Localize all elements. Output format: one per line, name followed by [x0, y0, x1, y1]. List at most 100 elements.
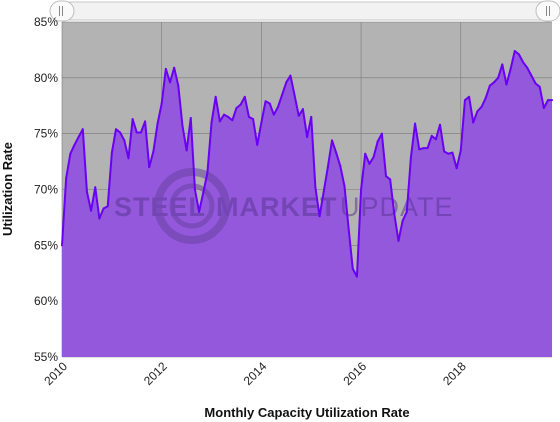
data-point [73, 143, 76, 146]
data-point [501, 63, 504, 66]
data-point [106, 205, 109, 208]
data-point [451, 151, 454, 154]
data-point [405, 210, 408, 213]
data-point [343, 185, 346, 188]
data-point [185, 149, 188, 152]
data-point [318, 215, 321, 218]
data-point [497, 76, 500, 79]
data-point [459, 149, 462, 152]
data-point [177, 84, 180, 87]
data-point [393, 213, 396, 216]
data-point [223, 113, 225, 116]
data-point [368, 162, 371, 165]
data-point [526, 66, 529, 69]
data-point [472, 121, 475, 124]
data-point [85, 190, 88, 193]
data-point [231, 119, 234, 122]
data-point [198, 210, 201, 213]
x-tick-label: 2018 [440, 359, 469, 388]
data-point [148, 166, 151, 169]
data-point [414, 122, 417, 125]
data-point [463, 99, 466, 102]
y-tick-label: 70% [34, 183, 58, 197]
data-point [169, 81, 172, 84]
data-point [422, 147, 425, 150]
data-point [164, 67, 167, 70]
data-point [206, 171, 209, 174]
data-point [301, 108, 304, 111]
data-point [227, 115, 230, 118]
data-point [401, 219, 404, 222]
data-point [530, 74, 533, 77]
data-point [276, 105, 279, 108]
data-point [360, 188, 363, 191]
x-tick-label: 2016 [340, 359, 369, 388]
series-points [61, 50, 553, 278]
data-point [297, 114, 300, 117]
data-point [505, 83, 508, 86]
data-point [493, 81, 496, 84]
data-point [69, 152, 72, 155]
navigator-handle-right[interactable] [535, 0, 560, 22]
data-point [214, 95, 217, 98]
data-point [144, 120, 147, 123]
data-point [538, 85, 541, 88]
data-point [376, 140, 379, 143]
data-point [480, 105, 483, 108]
drag-handle-icon [546, 6, 550, 16]
data-point [551, 99, 553, 102]
data-point [322, 190, 325, 193]
drag-handle-icon [59, 6, 63, 16]
data-point [513, 50, 516, 53]
data-point [123, 139, 126, 142]
data-point [77, 136, 80, 139]
data-point [326, 166, 329, 169]
data-point [488, 84, 491, 87]
data-point [289, 74, 292, 77]
watermark-logo: STEEL MARKET UPDATE [114, 168, 453, 244]
data-point [468, 95, 471, 98]
y-axis-ticks: 55% 60% 65% 70% 75% 80% 85% [34, 15, 58, 364]
data-point [127, 157, 130, 160]
data-point [430, 134, 433, 137]
data-point [306, 136, 309, 139]
data-point [438, 123, 441, 126]
data-point [102, 207, 105, 210]
data-point [314, 186, 317, 189]
data-point [235, 106, 238, 109]
data-point [281, 93, 284, 96]
navigator-handle-left[interactable] [49, 0, 75, 22]
data-point [542, 106, 545, 109]
x-tick-label: 2014 [241, 359, 270, 388]
data-point [522, 61, 525, 64]
data-point [156, 122, 159, 125]
data-point [264, 100, 267, 103]
data-point [372, 156, 375, 159]
data-point [547, 99, 550, 102]
y-tick-label: 80% [34, 71, 58, 85]
data-point [331, 139, 334, 142]
data-point [252, 118, 255, 121]
data-point [173, 66, 176, 69]
data-point [389, 178, 392, 181]
data-point [285, 81, 288, 84]
data-point [310, 115, 313, 118]
data-point [94, 186, 97, 189]
data-point [347, 227, 350, 230]
y-tick-label: 85% [34, 15, 58, 29]
data-point [364, 152, 367, 155]
watermark-word-1: STEEL [114, 192, 206, 222]
data-point [517, 53, 520, 56]
data-point [152, 150, 155, 153]
data-point [139, 131, 142, 134]
data-point [131, 118, 134, 121]
range-navigator[interactable] [49, 0, 560, 22]
x-axis-title: Monthly Capacity Utilization Rate [204, 405, 409, 420]
data-point [426, 147, 429, 150]
data-point [81, 128, 84, 131]
navigator-track[interactable] [61, 1, 551, 21]
data-point [455, 167, 458, 170]
data-point [110, 151, 113, 154]
data-point [160, 102, 163, 105]
data-point [243, 95, 246, 98]
